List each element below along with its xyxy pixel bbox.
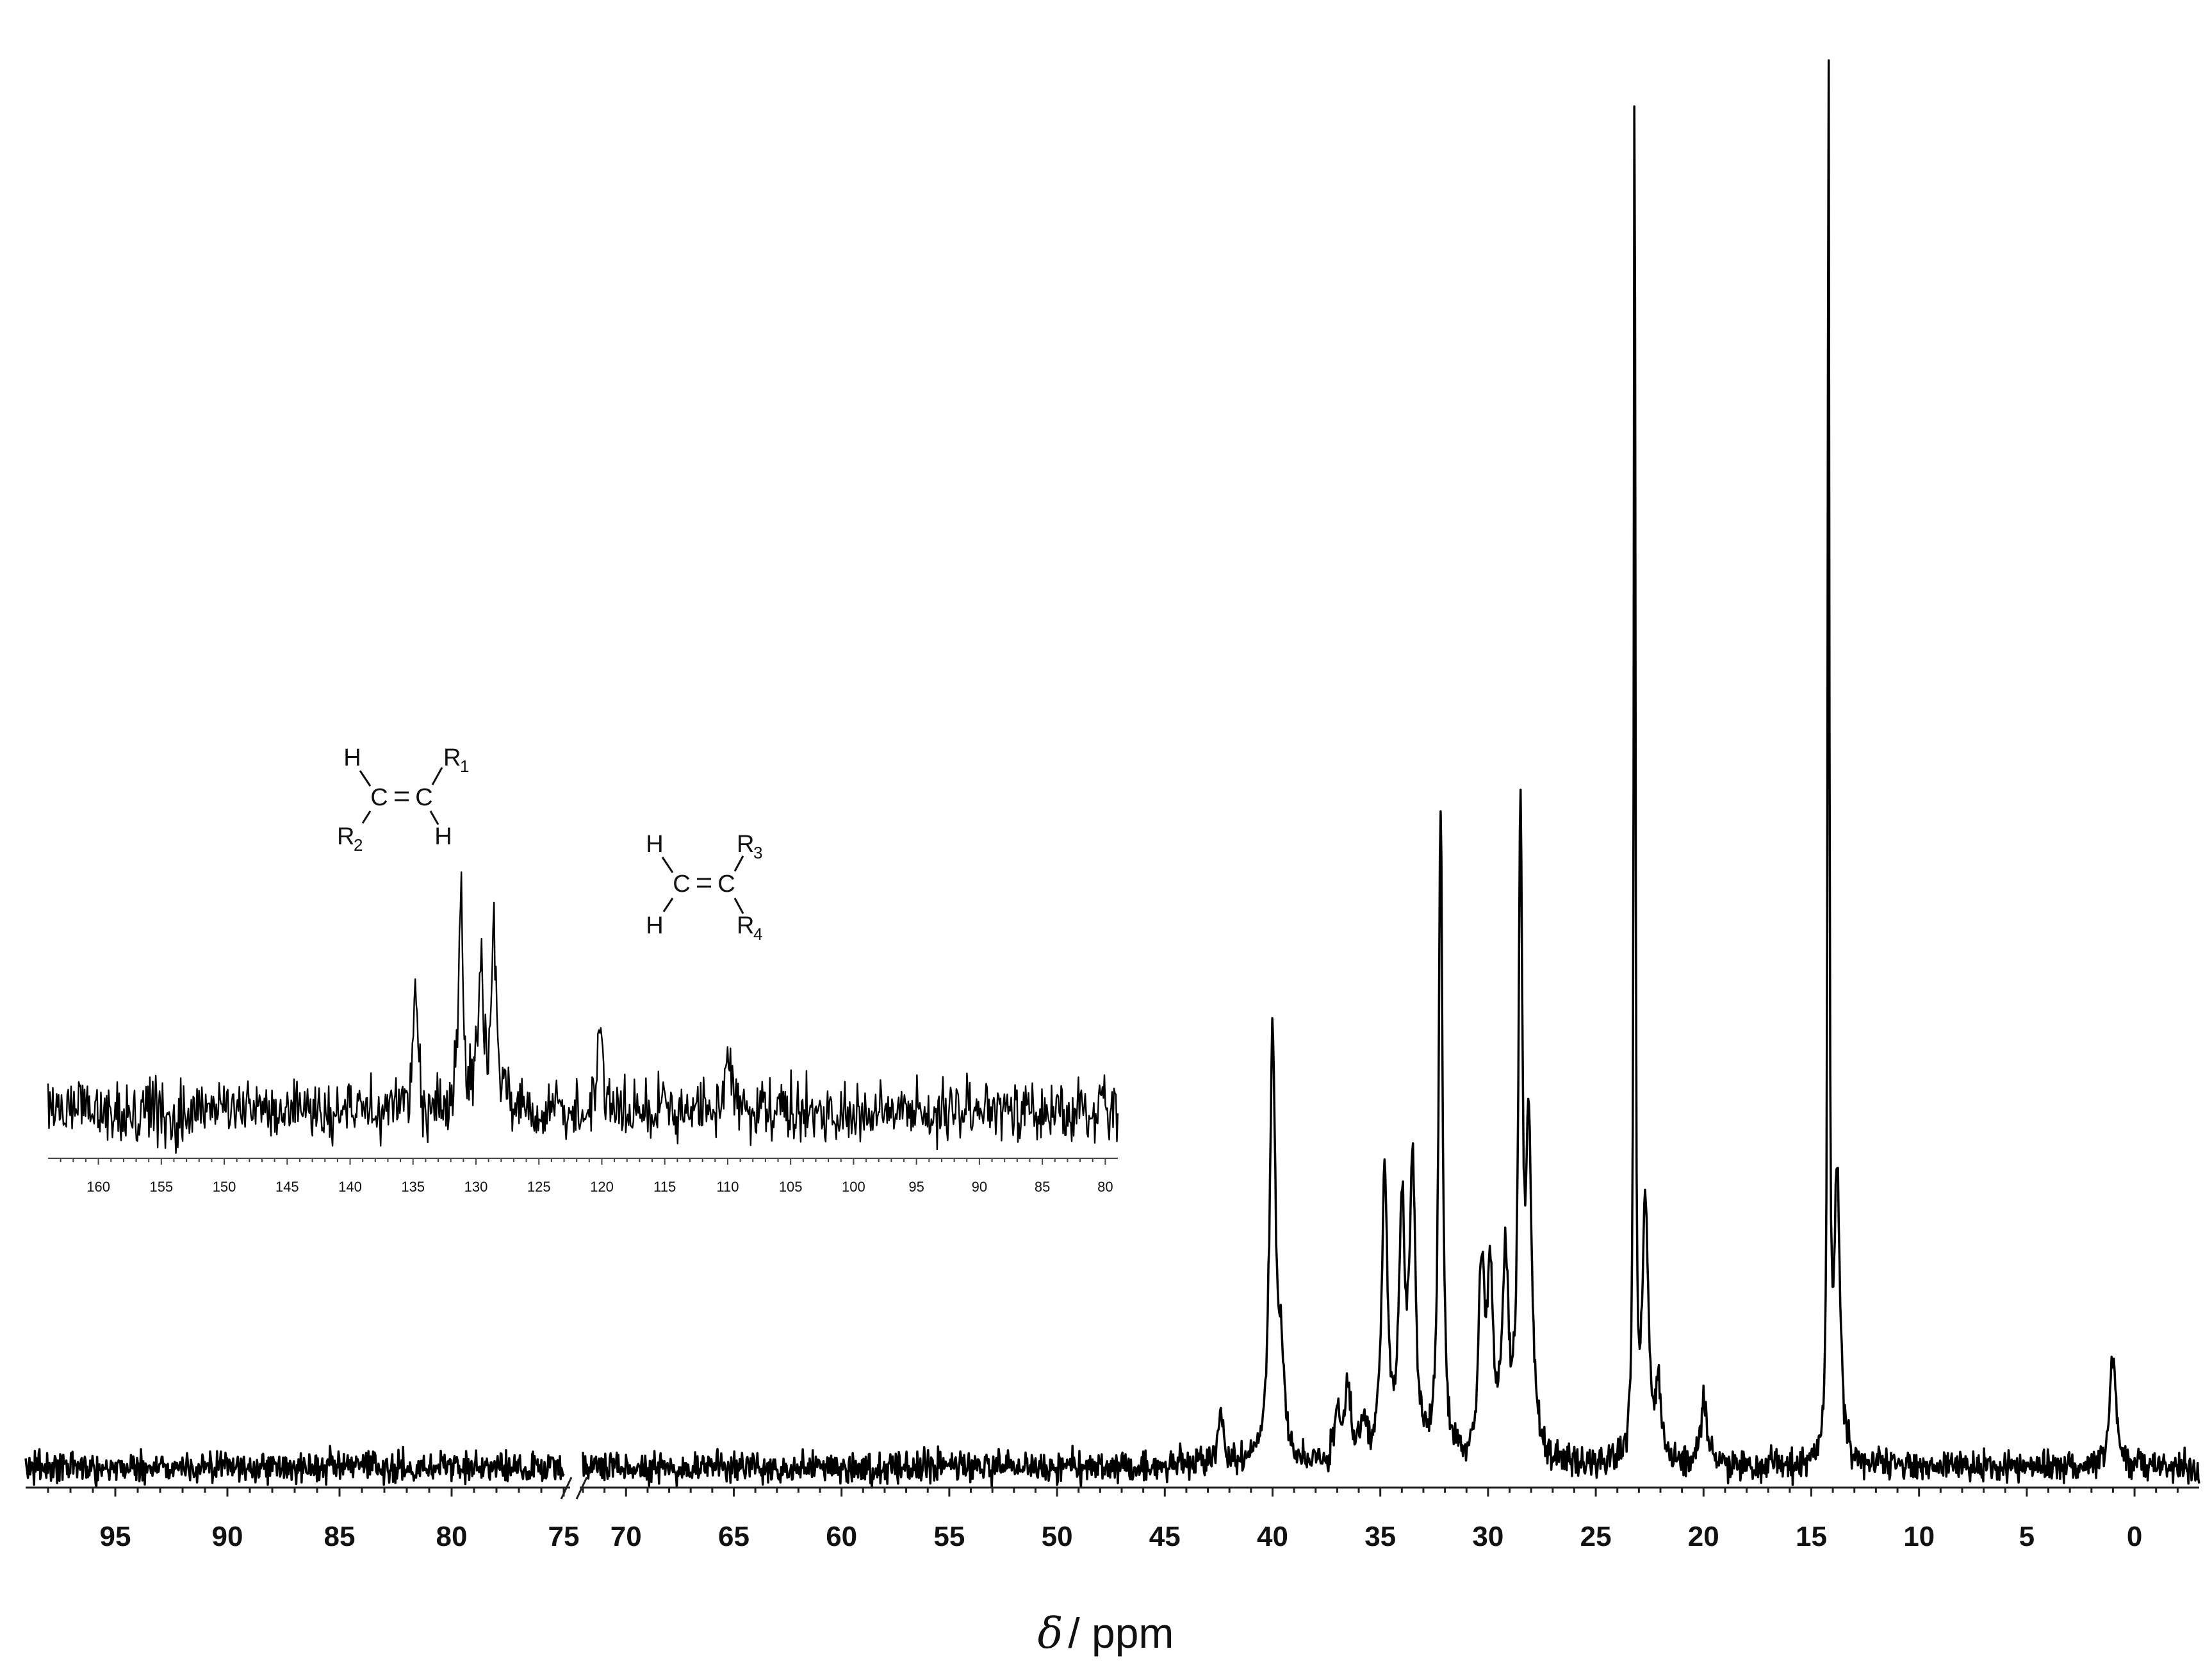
atom-label: H	[646, 831, 663, 858]
inset-tick-label: 145	[275, 1179, 299, 1195]
inset-tick-label: 160	[86, 1179, 110, 1195]
atom-label: H	[646, 912, 663, 939]
x-tick-label: 40	[1257, 1521, 1288, 1552]
spectrum-trace-right-segment	[582, 59, 2200, 1489]
atom-label: R	[737, 912, 754, 939]
alkene-structure-r3-r4: H C C R 3 H R 4	[646, 831, 762, 944]
inset-tick-label: 100	[842, 1179, 865, 1195]
inset-tick-label: 125	[527, 1179, 551, 1195]
x-tick-label: 30	[1472, 1521, 1503, 1552]
x-tick-label: 90	[212, 1521, 243, 1552]
atom-label: C	[717, 871, 735, 898]
x-tick-label: 45	[1149, 1521, 1181, 1552]
x-tick-label: 50	[1042, 1521, 1073, 1552]
x-tick-label: 60	[826, 1521, 857, 1552]
spectrum-trace-left-segment	[24, 1445, 565, 1489]
x-axis-title: δ / ppm	[1038, 1609, 1174, 1658]
x-tick-label: 75	[548, 1521, 580, 1552]
x-tick-label: 95	[100, 1521, 131, 1552]
atom-label: R	[443, 744, 461, 771]
atom-label: C	[415, 784, 432, 811]
x-tick-label: 80	[436, 1521, 468, 1552]
atom-label: R	[337, 823, 354, 850]
x-axis-ticks: 95 90 85 80 75 70 65 60 55 50 45 40 35 30 25 20 15 10 5 0	[47, 1488, 2179, 1552]
subscript-label: 4	[753, 924, 762, 944]
inset-tick-label: 110	[716, 1179, 739, 1195]
inset-tick-label: 95	[908, 1179, 924, 1195]
x-tick-label: 35	[1364, 1521, 1396, 1552]
inset-tick-label: 155	[149, 1179, 173, 1195]
inset-tick-label: 135	[401, 1179, 425, 1195]
atom-label: C	[673, 871, 690, 898]
x-tick-label: 70	[610, 1521, 642, 1552]
x-axis-symbol: δ	[1038, 1609, 1063, 1658]
x-tick-label: 85	[324, 1521, 356, 1552]
inset-tick-label: 130	[464, 1179, 488, 1195]
atom-label: H	[434, 823, 452, 850]
inset-tick-label: 120	[590, 1179, 614, 1195]
subscript-label: 1	[460, 757, 469, 776]
inset-x-axis-ticks: 160 155 150 145 140 135 130 125 120 115 110 105 100 9…	[60, 1158, 1113, 1195]
inset-tick-label: 115	[653, 1179, 676, 1195]
x-tick-label: 10	[1903, 1521, 1935, 1552]
x-tick-label: 25	[1580, 1521, 1612, 1552]
inset-tick-label: 105	[779, 1179, 803, 1195]
subscript-label: 3	[753, 843, 762, 862]
inset-tick-label: 90	[972, 1179, 987, 1195]
x-tick-label: 15	[1796, 1521, 1827, 1552]
alkene-structure-r1-r2: H C C R 1 R 2 H	[337, 744, 469, 855]
inset-tick-label: 80	[1097, 1179, 1113, 1195]
x-tick-label: 55	[933, 1521, 965, 1552]
inset-trace	[47, 871, 1119, 1154]
x-tick-label: 65	[718, 1521, 750, 1552]
x-tick-label: 5	[2019, 1521, 2035, 1552]
inset-tick-label: 150	[213, 1179, 236, 1195]
subscript-label: 2	[354, 835, 363, 855]
x-tick-label: 20	[1688, 1521, 1719, 1552]
inset-tick-label: 140	[338, 1179, 362, 1195]
atom-label: R	[737, 831, 754, 858]
atom-label: H	[343, 744, 361, 771]
inset-tick-label: 85	[1035, 1179, 1050, 1195]
x-axis-unit: / ppm	[1068, 1609, 1174, 1657]
atom-label: C	[370, 784, 388, 811]
x-tick-label: 0	[2127, 1521, 2142, 1552]
main-spectrum: 95 90 85 80 75 70 65 60 55 50 45 40 35 30 25 20 15 10 5 0 δ…	[24, 59, 2200, 1658]
inset-spectrum: 160 155 150 145 140 135 130 125 120 115 110 105 100 9…	[47, 744, 1119, 1195]
